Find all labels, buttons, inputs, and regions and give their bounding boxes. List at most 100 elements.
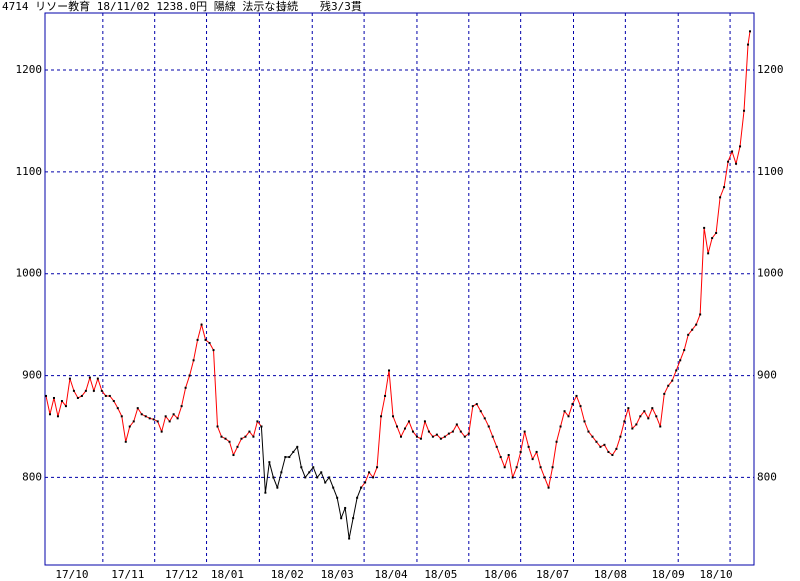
- price-point: [471, 405, 474, 408]
- price-point: [300, 466, 303, 469]
- price-point: [304, 476, 307, 479]
- price-point: [132, 420, 135, 423]
- price-point: [675, 369, 678, 372]
- price-point: [423, 420, 426, 423]
- price-point: [719, 196, 722, 199]
- price-point: [559, 425, 562, 428]
- price-point: [635, 423, 638, 426]
- price-point: [116, 407, 119, 410]
- price-point: [551, 466, 554, 469]
- price-line: [360, 31, 751, 490]
- annotation: 残3/3貫: [320, 0, 362, 13]
- price-point: [587, 430, 590, 433]
- price-point: [679, 359, 682, 362]
- price-point: [639, 415, 642, 418]
- price-point: [687, 333, 690, 336]
- price-point: [84, 389, 87, 392]
- price-point: [44, 394, 47, 397]
- price-point: [507, 454, 510, 457]
- price-point: [667, 384, 670, 387]
- price-point: [360, 486, 363, 489]
- price-point: [459, 430, 462, 433]
- price-point: [104, 394, 107, 397]
- y-tick-label-right: 900: [757, 369, 777, 382]
- price-point: [200, 323, 203, 326]
- price-point: [148, 417, 151, 420]
- price-point: [348, 537, 351, 540]
- price-point: [252, 435, 255, 438]
- price-point: [368, 471, 371, 474]
- price-point: [535, 450, 538, 453]
- price-point: [659, 425, 662, 428]
- price-point: [683, 349, 686, 352]
- price-point: [723, 186, 726, 189]
- price-point: [403, 427, 406, 430]
- price-point: [615, 447, 618, 450]
- y-tick-label: 1100: [16, 165, 43, 178]
- price-point: [491, 435, 494, 438]
- price-point: [60, 400, 63, 403]
- price-point: [332, 486, 335, 489]
- price-point: [168, 420, 171, 423]
- price-point: [52, 396, 55, 399]
- x-tick-label: 18/03: [321, 568, 354, 581]
- price-point: [192, 359, 195, 362]
- price-point: [715, 231, 718, 234]
- price-point: [655, 415, 658, 418]
- price-point: [599, 445, 602, 448]
- price-point: [80, 394, 83, 397]
- price-point: [372, 476, 375, 479]
- price-point: [571, 403, 574, 406]
- chart-title: 4714 リソー教育 18/11/02 1238.0円 陽線 法示なし: [2, 0, 286, 13]
- price-point: [627, 407, 630, 410]
- price-point: [463, 435, 466, 438]
- price-point: [312, 466, 315, 469]
- x-tick-label: 17/12: [165, 568, 198, 581]
- y-tick-label: 900: [22, 369, 42, 382]
- price-point: [352, 517, 355, 520]
- price-point: [180, 405, 183, 408]
- price-point: [48, 413, 51, 416]
- price-point: [388, 369, 391, 372]
- price-point: [320, 471, 323, 474]
- price-point: [455, 423, 458, 426]
- price-point: [276, 486, 279, 489]
- x-tick-label: 18/07: [536, 568, 569, 581]
- price-point: [527, 445, 530, 448]
- price-point: [531, 458, 534, 461]
- price-point: [236, 445, 239, 448]
- price-point: [344, 506, 347, 509]
- price-point: [240, 437, 243, 440]
- price-point: [100, 389, 103, 392]
- price-point: [499, 456, 502, 459]
- price-point: [427, 430, 430, 433]
- x-tick-label: 18/05: [424, 568, 457, 581]
- price-point: [324, 481, 327, 484]
- price-point: [631, 427, 634, 430]
- price-point: [595, 440, 598, 443]
- x-tick-label: 18/06: [484, 568, 517, 581]
- y-tick-label: 800: [22, 470, 42, 483]
- price-point: [511, 476, 514, 479]
- price-point: [435, 433, 438, 436]
- price-point: [184, 386, 187, 389]
- price-line: [45, 322, 262, 457]
- price-point: [479, 410, 482, 413]
- price-point: [376, 466, 379, 469]
- price-point: [308, 471, 311, 474]
- price-point: [415, 435, 418, 438]
- x-tick-label: 18/10: [700, 568, 733, 581]
- price-point: [124, 440, 127, 443]
- price-point: [140, 413, 143, 416]
- price-point: [328, 476, 331, 479]
- price-point: [396, 425, 399, 428]
- price-point: [296, 445, 299, 448]
- y-tick-label-right: 1200: [757, 63, 784, 76]
- price-point: [643, 410, 646, 413]
- price-point: [212, 349, 215, 352]
- plot-frame: [44, 12, 755, 566]
- x-tick-label: 18/09: [652, 568, 685, 581]
- x-tick-label: 18/08: [594, 568, 627, 581]
- price-point: [467, 432, 470, 435]
